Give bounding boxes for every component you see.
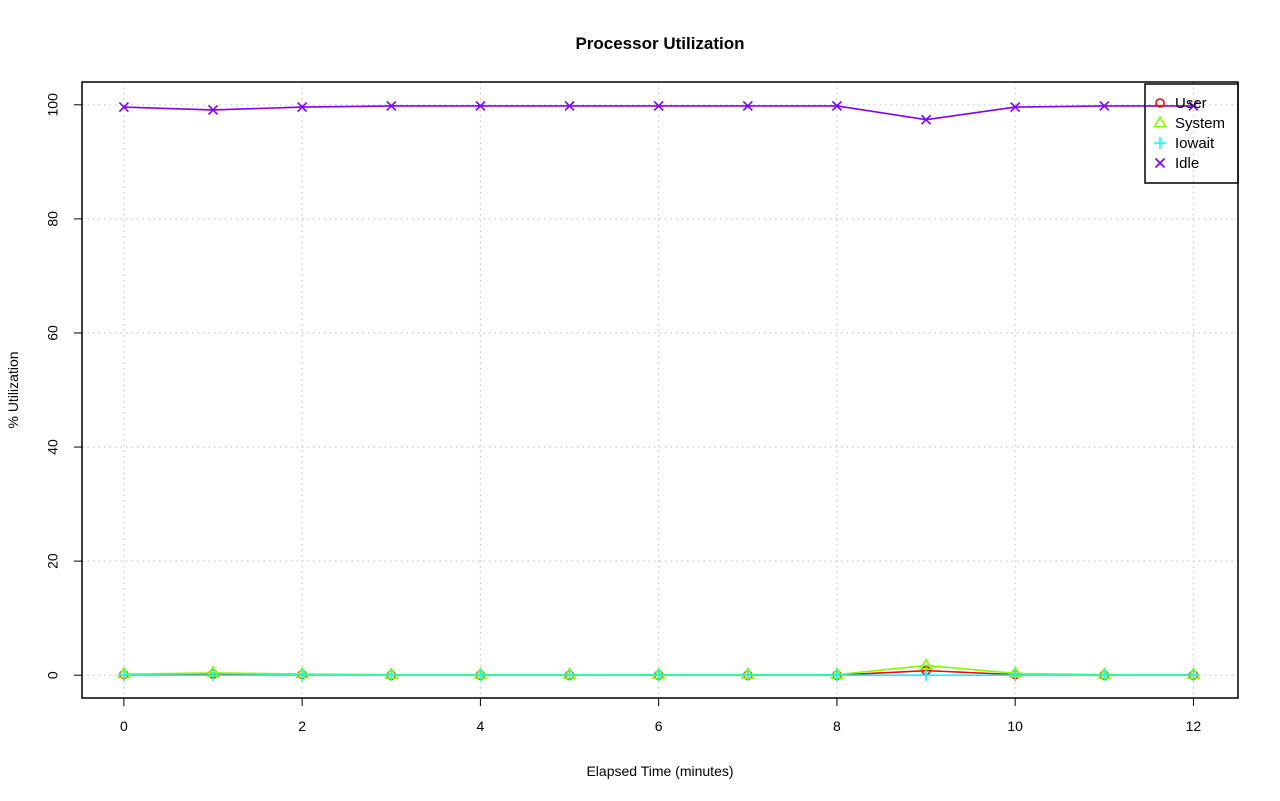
- x-tick-label: 12: [1186, 718, 1202, 734]
- x-tick-label: 8: [833, 718, 841, 734]
- data-point-iowait: [652, 669, 665, 682]
- data-point-idle: [1188, 100, 1199, 112]
- y-tick-label: 0: [45, 671, 61, 679]
- x-tick-label: 2: [298, 718, 306, 734]
- legend-marker-user: [1155, 98, 1165, 108]
- data-point-idle: [1010, 102, 1021, 113]
- data-point-idle: [386, 100, 397, 112]
- y-tick-label: 20: [45, 553, 61, 569]
- y-tick-label: 100: [45, 93, 61, 117]
- data-point-iowait: [920, 669, 933, 682]
- data-point-iowait: [741, 669, 754, 682]
- data-point-iowait: [1098, 669, 1111, 682]
- x-axis-label: Elapsed Time (minutes): [586, 763, 733, 779]
- data-point-iowait: [563, 669, 576, 682]
- legend-label-system: System: [1175, 115, 1225, 132]
- legend-label-user: User: [1175, 95, 1207, 112]
- y-tick-label: 80: [45, 211, 61, 227]
- legend-marker-system: [1153, 115, 1167, 128]
- y-tick-label: 40: [45, 439, 61, 455]
- legend-label-idle: Idle: [1175, 155, 1199, 172]
- data-point-idle: [118, 102, 129, 113]
- data-point-idle: [920, 114, 932, 125]
- data-point-idle: [207, 104, 219, 116]
- legend-marker-idle: [1154, 157, 1166, 169]
- grid: [82, 82, 1238, 698]
- legend: User System Iowait Idle: [1144, 83, 1239, 184]
- data-point-iowait: [1187, 669, 1200, 682]
- y-tick-label: 60: [45, 325, 61, 341]
- chart-title: Processor Utilization: [575, 34, 744, 53]
- axes: 0 2 4 6 8 10 12 0 20 40 60 80 100: [45, 93, 1202, 734]
- data-point-iowait: [296, 669, 309, 682]
- x-tick-label: 4: [477, 718, 485, 734]
- data-point-iowait: [1009, 669, 1022, 682]
- data-point-system: [919, 657, 933, 670]
- data-point-idle: [1099, 100, 1110, 112]
- data-point-idle: [653, 100, 664, 112]
- data-point-iowait: [385, 669, 398, 682]
- y-axis-label: % Utilization: [5, 351, 21, 428]
- data-point-idle: [564, 100, 575, 112]
- legend-box: [1144, 83, 1239, 184]
- x-tick-label: 10: [1007, 718, 1023, 734]
- series-line-idle: [123, 105, 1194, 121]
- data-point-idle: [475, 100, 486, 112]
- data-point-iowait: [830, 669, 843, 682]
- series-group: [117, 100, 1201, 682]
- x-tick-label: 0: [120, 718, 128, 734]
- x-tick-label: 6: [655, 718, 663, 734]
- legend-marker-iowait: [1154, 137, 1166, 149]
- data-point-iowait: [474, 669, 487, 682]
- data-point-iowait: [207, 669, 220, 682]
- data-point-idle: [742, 100, 753, 112]
- data-point-iowait: [117, 669, 130, 682]
- legend-label-iowait: Iowait: [1175, 135, 1215, 152]
- plot-frame: [81, 81, 1239, 699]
- data-point-idle: [297, 102, 308, 113]
- data-point-idle: [831, 100, 842, 112]
